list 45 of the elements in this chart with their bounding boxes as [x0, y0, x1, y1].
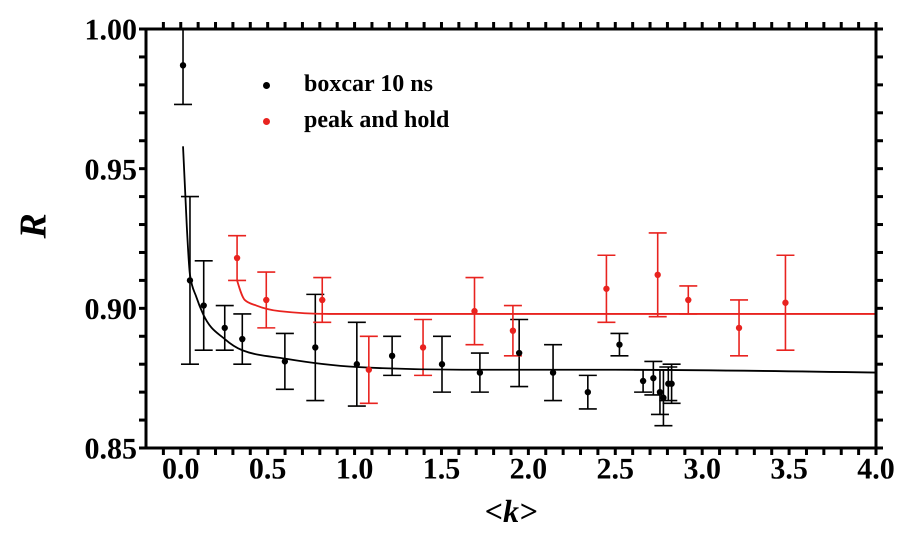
x-tick-label: 1.5: [422, 452, 460, 486]
y-tick-label: 0.90: [84, 292, 137, 326]
point: [650, 374, 657, 382]
x-tick-label: 0.5: [248, 452, 286, 486]
point: [282, 358, 288, 365]
y-axis-title: R: [12, 213, 54, 240]
x-tick-label: 0.0: [162, 452, 200, 486]
point: [222, 324, 228, 332]
x-tick-label: 3.5: [770, 452, 808, 486]
point: [656, 388, 664, 396]
point: [354, 361, 360, 368]
point: [239, 336, 246, 342]
x-axis-title: <k>: [484, 493, 538, 529]
y-tick-label: 0.85: [84, 432, 137, 466]
point: [616, 341, 623, 348]
point: [319, 296, 326, 304]
point: [234, 254, 240, 262]
x-tick-label: 3.0: [683, 452, 721, 486]
x-tick-label: 4.0: [857, 452, 895, 486]
x-tick-label: 2.5: [596, 452, 634, 486]
y-tick-label: 0.95: [84, 153, 137, 186]
point: [660, 394, 667, 401]
x-tick-label: 1.0: [336, 452, 374, 486]
point: [782, 300, 789, 306]
point: [640, 378, 646, 384]
point: [516, 350, 522, 356]
point: [736, 324, 742, 332]
point: [366, 366, 372, 373]
point: [263, 296, 270, 304]
point: [685, 296, 692, 304]
point: [438, 361, 446, 368]
legend-label: peak and hold: [304, 107, 450, 133]
point: [510, 327, 516, 334]
point: [186, 277, 194, 284]
point: [603, 286, 610, 292]
point: [654, 272, 661, 278]
point: [420, 344, 426, 351]
point: [312, 344, 318, 351]
point: [200, 302, 207, 309]
legend-label: boxcar 10 ns: [304, 71, 433, 97]
point: [180, 62, 186, 68]
point: [388, 352, 396, 360]
point: [584, 388, 592, 396]
x-tick-label: 2.0: [510, 452, 548, 486]
y-tick-label: 1.00: [84, 14, 137, 47]
